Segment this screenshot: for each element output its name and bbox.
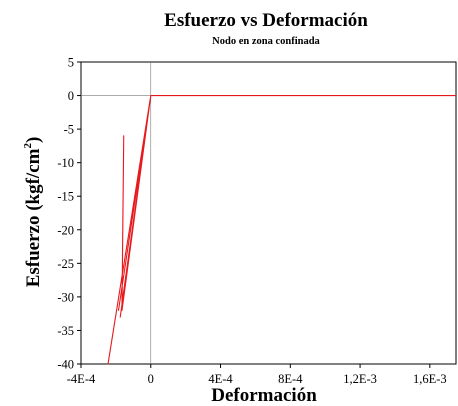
- x-tick-labels: -4E-4 0 4E-4 8E-4 1,2E-3 1,6E-3: [67, 364, 447, 386]
- plot-area: [80, 61, 457, 365]
- series-line-0: [107, 95, 456, 365]
- x-tick-label-1: 0: [148, 372, 154, 386]
- x-tick-label-2: 4E-4: [208, 372, 233, 386]
- x-tick-label-5: 1,6E-3: [413, 372, 447, 386]
- y-tick-label-9: -40: [57, 358, 74, 372]
- y-tick-label-0: 5: [68, 56, 74, 70]
- plot-frame: [80, 61, 457, 365]
- y-axis-label-main: Esfuerzo (kgf/cm: [23, 148, 44, 287]
- y-tick-label-5: -20: [57, 223, 74, 237]
- x-tick-label-3: 8E-4: [278, 372, 303, 386]
- y-tick-label-4: -15: [57, 190, 74, 204]
- y-tick-label-7: -30: [57, 290, 74, 304]
- y-tick-label-6: -25: [57, 257, 74, 271]
- y-axis-label: Esfuerzo (kgf/cm2): [22, 137, 44, 288]
- y-axis-label-sup: 2: [22, 143, 34, 149]
- chart-subtitle: Nodo en zona confinada: [212, 36, 320, 47]
- y-tick-label-1: 0: [68, 89, 74, 103]
- y-tick-labels: 5 0 -5 -10 -15 -20 -25 -30 -35 -40: [57, 56, 81, 372]
- y-tick-label-3: -10: [57, 156, 74, 170]
- y-tick-label-8: -35: [57, 324, 74, 338]
- x-axis-label: Deformación: [211, 385, 317, 406]
- x-tick-label-0: -4E-4: [67, 372, 96, 386]
- x-tick-label-4: 1,2E-3: [343, 372, 377, 386]
- chart-title: Esfuerzo vs Deformación: [164, 10, 368, 31]
- y-tick-label-2: -5: [64, 123, 74, 137]
- y-axis-label-close: ): [23, 137, 44, 143]
- series-group: [107, 95, 456, 365]
